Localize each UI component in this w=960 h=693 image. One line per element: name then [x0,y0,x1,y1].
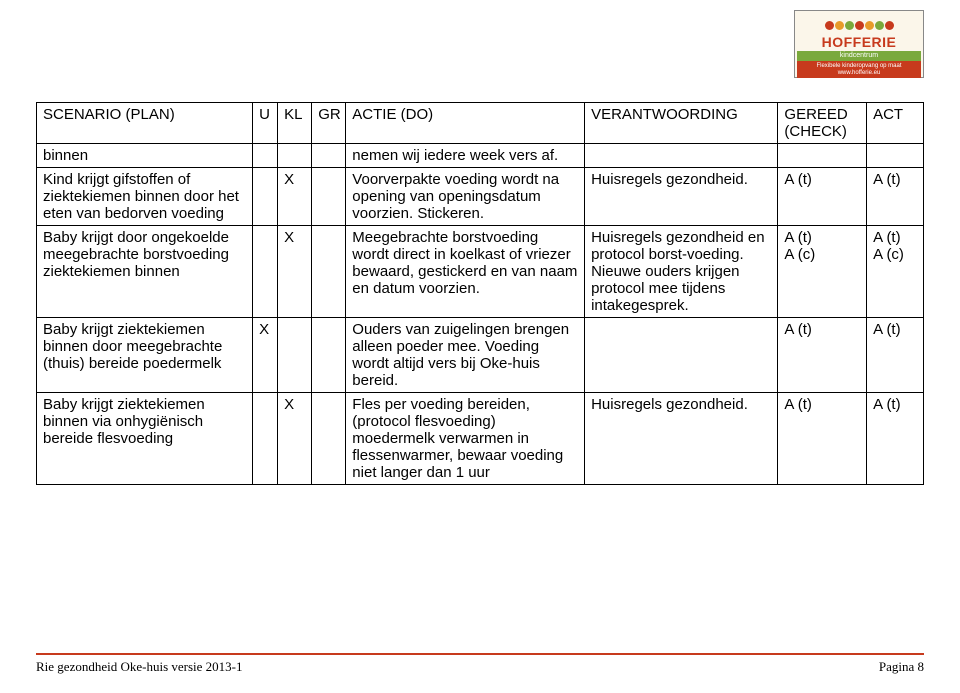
cell-actie: Fles per voeding bereiden, (protocol fle… [346,393,585,485]
cell-gr [312,226,346,318]
cell-actie: Meegebrachte borstvoeding wordt direct i… [346,226,585,318]
logo-brand: HOFFERIE [797,35,921,50]
cell-scenario: Baby krijgt ziektekiemen binnen via onhy… [37,393,253,485]
cell-gereed: A (t) [778,318,867,393]
table-row: binnen nemen wij iedere week vers af. [37,144,924,168]
footer-left: Rie gezondheid Oke-huis versie 2013-1 [36,659,243,675]
cell-verant: Huisregels gezondheid en protocol borst-… [585,226,778,318]
logo-sub: kindcentrum [797,51,921,61]
cell-verant [585,318,778,393]
footer-rule [36,653,924,656]
cell-u [253,168,278,226]
cell-gr [312,318,346,393]
cell-gr [312,144,346,168]
cell-u [253,226,278,318]
page-footer: Rie gezondheid Oke-huis versie 2013-1 Pa… [36,653,924,676]
cell-kl [278,318,312,393]
cell-actie: Voorverpakte voeding wordt na opening va… [346,168,585,226]
cell-act [867,144,924,168]
table-row: Baby krijgt ziektekiemen binnen door mee… [37,318,924,393]
table-row: Baby krijgt door ongekoelde meegebrachte… [37,226,924,318]
cell-gereed [778,144,867,168]
col-act: ACT [867,103,924,144]
col-gr: GR [312,103,346,144]
cell-u [253,393,278,485]
logo: HOFFERIE kindcentrum Flexibele kinderopv… [794,10,924,78]
cell-act: A (t) [867,168,924,226]
cell-scenario: binnen [37,144,253,168]
caterpillar-icon [797,17,921,33]
cell-act: A (t) [867,393,924,485]
cell-scenario: Baby krijgt door ongekoelde meegebrachte… [37,226,253,318]
table-body: binnen nemen wij iedere week vers af. Kind… [37,144,924,485]
cell-act: A (t) [867,318,924,393]
cell-verant [585,144,778,168]
cell-actie: Ouders van zuigelingen brengen alleen po… [346,318,585,393]
col-scenario: SCENARIO (PLAN) [37,103,253,144]
logo-tagline: Flexibele kinderopvang op maat www.hoffe… [797,61,921,78]
cell-gereed: A (t) [778,393,867,485]
col-gereed: GEREED (CHECK) [778,103,867,144]
table-row: Baby krijgt ziektekiemen binnen via onhy… [37,393,924,485]
scenario-table: SCENARIO (PLAN) U KL GR ACTIE (DO) VERAN… [36,102,924,485]
col-u: U [253,103,278,144]
col-kl: KL [278,103,312,144]
cell-gr [312,393,346,485]
cell-verant: Huisregels gezondheid. [585,393,778,485]
table-row: Kind krijgt gifstoffen of ziektekiemen b… [37,168,924,226]
cell-gereed: A (t)A (c) [778,226,867,318]
cell-scenario: Baby krijgt ziektekiemen binnen door mee… [37,318,253,393]
cell-verant: Huisregels gezondheid. [585,168,778,226]
cell-kl: X [278,168,312,226]
cell-scenario: Kind krijgt gifstoffen of ziektekiemen b… [37,168,253,226]
cell-kl: X [278,393,312,485]
cell-u [253,144,278,168]
cell-kl: X [278,226,312,318]
cell-gereed: A (t) [778,168,867,226]
col-verant: VERANTWOORDING [585,103,778,144]
cell-gr [312,168,346,226]
col-actie: ACTIE (DO) [346,103,585,144]
footer-right: Pagina 8 [879,659,924,675]
cell-act: A (t)A (c) [867,226,924,318]
table-header-row: SCENARIO (PLAN) U KL GR ACTIE (DO) VERAN… [37,103,924,144]
cell-kl [278,144,312,168]
cell-u: X [253,318,278,393]
cell-actie: nemen wij iedere week vers af. [346,144,585,168]
